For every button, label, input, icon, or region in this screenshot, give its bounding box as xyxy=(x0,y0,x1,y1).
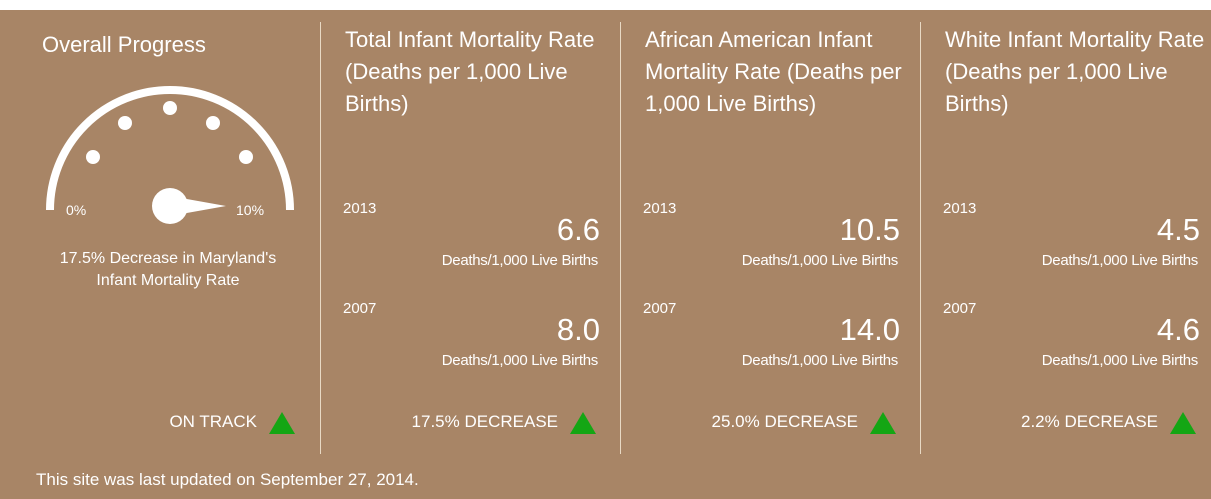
year: 2013 xyxy=(343,200,377,217)
year: 2013 xyxy=(943,200,977,217)
value: 8.0 xyxy=(556,312,600,347)
change-icon xyxy=(870,412,896,434)
change: 2.2% DECREASE xyxy=(1021,412,1158,431)
gauge-min: 0% xyxy=(66,202,87,218)
panel-title: Total Infant Mortality Rate (Deaths per … xyxy=(345,27,595,116)
separator xyxy=(320,22,321,454)
unit: Deaths/1,000 Live Births xyxy=(741,352,899,369)
change-icon xyxy=(570,412,596,434)
status-icon xyxy=(269,412,295,434)
gauge xyxy=(46,86,294,224)
value: 6.6 xyxy=(556,212,600,247)
status: ON TRACK xyxy=(169,412,257,431)
gauge-description: 17.5% Decrease in Maryland's Infant Mort… xyxy=(59,250,277,289)
separator xyxy=(620,22,621,454)
gauge-needle xyxy=(170,196,226,216)
value: 4.5 xyxy=(1156,212,1200,247)
value: 14.0 xyxy=(839,312,900,347)
unit: Deaths/1,000 Live Births xyxy=(441,352,599,369)
change: 25.0% DECREASE xyxy=(711,412,858,431)
gauge-arc xyxy=(46,86,294,211)
separator xyxy=(920,22,921,454)
year: 2007 xyxy=(943,300,977,317)
footer: This site was last updated on September … xyxy=(36,470,419,489)
unit: Deaths/1,000 Live Births xyxy=(441,252,599,269)
value: 10.5 xyxy=(839,212,900,247)
year: 2013 xyxy=(643,200,677,217)
dashboard: Overall Progress 0% 10% 17.5% Decrease i… xyxy=(0,10,1211,499)
year: 2007 xyxy=(643,300,677,317)
year: 2007 xyxy=(343,300,377,317)
unit: Deaths/1,000 Live Births xyxy=(1041,252,1199,269)
panel-title: African American Infant Mortality Rate (… xyxy=(645,27,902,116)
gauge-dots xyxy=(86,101,253,164)
panel-title: White Infant Mortality Rate (Deaths per … xyxy=(945,27,1205,116)
gauge-max: 10% xyxy=(236,202,265,218)
change-icon xyxy=(1170,412,1196,434)
unit: Deaths/1,000 Live Births xyxy=(741,252,899,269)
value: 4.6 xyxy=(1156,312,1200,347)
gauge-title: Overall Progress xyxy=(42,32,206,57)
change: 17.5% DECREASE xyxy=(411,412,558,431)
unit: Deaths/1,000 Live Births xyxy=(1041,352,1199,369)
